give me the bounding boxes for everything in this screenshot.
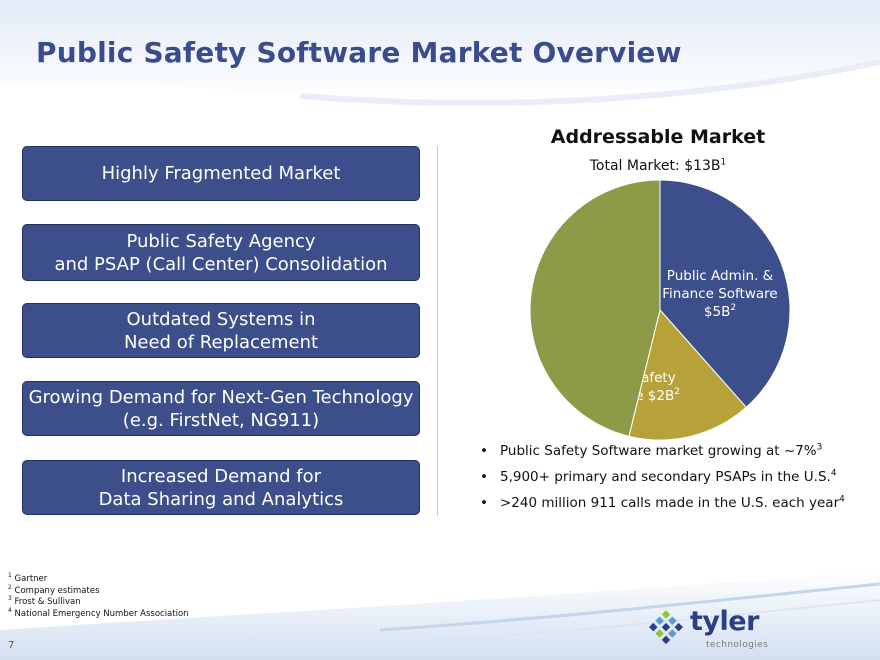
footnote: 4 National Emergency Number Association [8, 606, 189, 621]
bullet-item: 5,900+ primary and secondary PSAPs in th… [478, 467, 868, 493]
bullet-text: >240 million 911 calls made in the U.S. … [500, 495, 840, 511]
page-number: 7 [8, 640, 15, 651]
box-line: Public Safety Agency [126, 230, 316, 252]
chart-subtitle: Total Market: $13B1 [480, 158, 836, 174]
bullet-text: Public Safety Software market growing at… [500, 443, 817, 459]
box-line: Growing Demand for Next-Gen Technology [28, 386, 414, 408]
pie-slice-label: Public Admin. & Finance Software $5B2 [662, 268, 777, 320]
box-next-gen-demand: Growing Demand for Next-Gen Technology (… [22, 381, 420, 436]
box-line: Highly Fragmented Market [101, 163, 341, 184]
box-line: (e.g. FirstNet, NG911) [122, 409, 320, 431]
chart-title: Addressable Market [550, 126, 766, 148]
box-data-sharing: Increased Demand for Data Sharing and An… [22, 460, 420, 515]
bullet-item: >240 million 911 calls made in the U.S. … [478, 493, 868, 519]
footnote-ref: 1 [720, 157, 727, 168]
bullet-item: Public Safety Software market growing at… [478, 441, 868, 467]
page-title: Public Safety Software Market Overview [36, 36, 682, 69]
box-line: and PSAP (Call Center) Consolidation [54, 253, 388, 275]
tyler-logo-icon [649, 610, 683, 645]
footnote-number: 2 [8, 583, 12, 591]
column-divider [437, 146, 438, 516]
footnote: 1 Gartner [8, 572, 189, 586]
footnote-number: 4 [8, 606, 12, 614]
footnote: 3 Frost & Sullivan [8, 595, 189, 609]
footnotes: 1 Gartner 2 Company estimates 3 Frost & … [8, 572, 189, 621]
chart-subtitle-text: Total Market: $13B [589, 158, 721, 174]
logo-subtitle: technologies [706, 640, 769, 650]
box-line: Need of Replacement [123, 331, 319, 353]
footnote-ref: 4 [830, 468, 837, 479]
box-line: Outdated Systems in [126, 308, 316, 330]
pie-slice [628, 308, 747, 441]
footnote-number: 1 [8, 572, 12, 580]
pie-slice [659, 179, 791, 409]
footnote-text: Frost & Sullivan [14, 597, 81, 607]
pie-slice [529, 179, 661, 437]
footnote-ref: 3 [816, 442, 823, 453]
box-line: Data Sharing and Analytics [98, 488, 344, 510]
footnote-number: 3 [8, 595, 12, 603]
footnote: 2 Company estimates [8, 583, 189, 598]
box-consolidation: Public Safety Agency and PSAP (Call Cent… [22, 224, 420, 281]
box-line: Increased Demand for [120, 465, 322, 487]
footnote-text: National Emergency Number Association [14, 608, 189, 619]
pie-chart: Public Admin. &Finance Software$5B2Publi… [529, 179, 791, 441]
bullet-text: 5,900+ primary and secondary PSAPs in th… [500, 469, 831, 485]
box-outdated-systems: Outdated Systems in Need of Replacement [22, 303, 420, 358]
footnote-ref: 4 [839, 494, 845, 505]
bullet-list: Public Safety Software market growing at… [478, 441, 868, 519]
footnote-text: Gartner [14, 574, 48, 584]
footnote-text: Company estimates [14, 585, 100, 596]
logo-wordmark: tyler [690, 606, 759, 637]
box-fragmented-market: Highly Fragmented Market [22, 146, 420, 201]
